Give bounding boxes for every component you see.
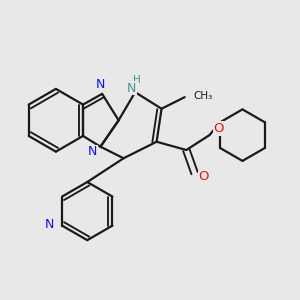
Text: O: O — [199, 170, 209, 183]
Text: H: H — [133, 75, 141, 85]
Text: CH₃: CH₃ — [193, 91, 212, 100]
Text: O: O — [213, 122, 224, 135]
Text: N: N — [88, 145, 97, 158]
Text: N: N — [96, 78, 105, 91]
Text: N: N — [127, 82, 136, 95]
Text: N: N — [45, 218, 54, 232]
